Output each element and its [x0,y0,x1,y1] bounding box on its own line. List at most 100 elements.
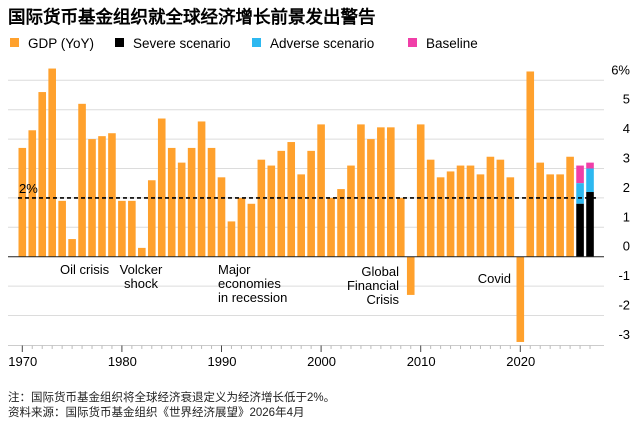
annotation-text: Oil crisis [60,262,110,277]
source-text: 资料来源：国际货币基金组织《世界经济展望》2026年4月 [8,405,304,419]
x-tick-label: 2020 [506,354,535,369]
threshold-line: 2% [18,181,598,199]
gdp-bar [217,177,226,257]
gdp-bar [167,147,176,257]
y-tick-label: -2 [618,298,630,313]
gdp-bar [536,162,545,257]
gdp-bar [317,124,325,257]
note-text: 注：国际货币基金组织将全球经济衰退定义为经济增长低于2%。 [8,390,335,404]
axes: 6% 5 4 3 2 1 0 -1 -2 -3 1970 1980 1990 2000 2010 2020 [8,62,630,369]
y-tick-label: 2 [623,180,630,195]
legend-swatch [408,38,417,47]
gdp-bar [98,136,106,257]
annotation-text: shock [124,276,158,291]
gdp-bar [556,174,564,257]
annotation-text: Covid [478,271,511,286]
annotation-text: in recession [218,290,287,305]
legend-swatch [115,38,124,47]
y-tick-label: -3 [618,327,630,342]
gdp-bar [237,197,246,257]
gdp-bar [506,177,515,257]
annotation-text: Volcker [120,262,163,277]
legend-label: Adverse scenario [270,36,374,51]
gdp-bar [287,142,296,257]
gdp-bar [406,256,415,295]
gdp-bar [48,68,56,257]
gdp-bar [18,147,27,257]
gdp-bar [377,127,385,257]
y-tick-label: 3 [623,151,630,166]
adverse-bar [586,168,594,193]
gdp-bar [297,174,305,257]
x-tick-label: 1970 [8,354,37,369]
severe-bar [586,192,594,257]
x-tick-label: 1990 [208,354,237,369]
bars [18,68,594,342]
gdp-bar [456,165,465,257]
gdp-bar [327,197,335,257]
gdp-bar [486,156,495,257]
x-tick-label: 2000 [307,354,336,369]
gdp-bar [118,200,126,257]
gdp-bar [277,150,286,257]
gdp-bar [426,159,435,257]
gdp-bar [88,139,96,257]
gdp-bar [108,133,116,257]
y-tick-label: 5 [623,92,630,107]
adverse-bar [576,183,584,204]
legend-swatch [252,38,261,47]
gdp-bar [227,221,236,257]
gdp-bar [197,121,206,257]
gdp-bar [58,200,66,257]
legend-label: GDP (YoY) [28,36,94,51]
gdp-bar [257,159,266,257]
legend: GDP (YoY) Severe scenario Adverse scenario… [10,36,478,51]
gdp-bar [546,174,554,257]
threshold-label: 2% [19,181,38,196]
baseline-bar [586,162,594,169]
y-tick-label: -1 [618,268,630,283]
gdp-bar [416,124,425,257]
gdp-bar [566,156,574,257]
legend-label: Severe scenario [133,36,231,51]
baseline-bar [576,165,584,184]
gdp-bar [267,165,276,257]
y-tick-label: 4 [623,121,630,136]
gdp-bar [466,165,475,257]
gdp-bar [476,174,485,257]
gdp-bar [68,239,76,257]
gdp-bar [446,171,455,257]
gdp-bar [157,118,166,257]
annotation-text: Major [218,262,251,277]
gdp-bar [337,189,345,257]
annotation-text: Financial [347,278,399,293]
gdp-bar [38,92,47,257]
gdp-bar [526,71,535,257]
gdp-bar [396,197,405,257]
gdp-bar [28,130,37,257]
gdp-bar [436,177,445,257]
annotation-text: Crisis [367,292,400,307]
severe-bar [576,203,584,257]
gdp-bar [496,159,505,257]
annotation-text: Global [361,264,399,279]
x-tick-label: 1980 [108,354,137,369]
legend-swatch [10,38,19,47]
x-tick-label: 2010 [407,354,436,369]
gdp-bar [387,127,395,257]
annotation-text: economies [218,276,281,291]
y-tick-label: 6% [611,62,630,77]
gdp-bar [138,247,146,257]
gdp-bar [177,162,186,257]
gdp-bar [187,147,196,257]
chart-title: 国际货币基金组织就全球经济增长前景发出警告 [8,7,376,27]
gdp-bar [207,147,216,257]
gdp-bar [357,124,365,257]
legend-label: Baseline [426,36,478,51]
gdp-bar [307,150,315,257]
gdp-bar [347,165,355,257]
gdp-bar [147,180,156,257]
gdp-bar [247,203,256,257]
